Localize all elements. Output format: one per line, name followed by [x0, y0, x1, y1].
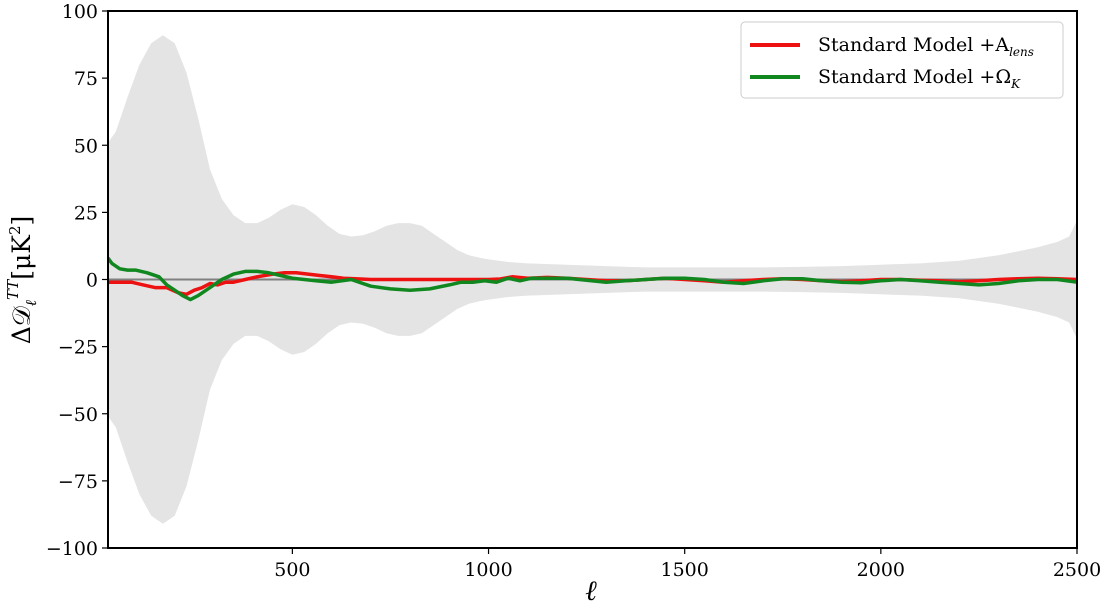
y-label-suffix: [μK [7, 234, 36, 280]
legend-label-1-main: Standard Model +Ω [818, 66, 1011, 88]
x-axis-label: ℓ [585, 574, 597, 607]
series-line-1 [108, 256, 1077, 302]
x-tick-label: 1000 [464, 559, 512, 581]
y-tick-label: −75 [58, 471, 98, 493]
legend-label-1-sub: K [1010, 77, 1021, 91]
y-tick-label: 75 [74, 68, 98, 90]
legend-label-0-sub: lens [1009, 45, 1034, 59]
y-label-sup: TT [4, 279, 22, 300]
y-label-sub: ℓ [22, 300, 40, 306]
y-tick-label: −25 [58, 337, 98, 359]
y-tick-label: 100 [62, 1, 98, 23]
y-tick-label: 50 [74, 135, 98, 157]
x-tick-label: 2500 [1053, 559, 1101, 581]
legend-label-0-main: Standard Model +A [818, 34, 1009, 56]
legend-box [740, 21, 1064, 99]
y-label-prefix: Δ𝒟 [7, 306, 36, 344]
legend: Standard Model +Alens Standard Model +ΩK [740, 21, 1064, 99]
y-label-suffix-end: ] [7, 216, 36, 226]
y-tick-label: 25 [74, 202, 98, 224]
y-axis-label: Δ𝒟ℓTT[μK2] [4, 216, 40, 345]
plot-area [108, 35, 1077, 524]
x-tick-label: 500 [274, 559, 310, 581]
x-tick-label: 1500 [661, 559, 709, 581]
legend-label-0: Standard Model +Alens [818, 34, 1034, 59]
y-tick-label: 0 [86, 270, 98, 292]
axis-ticks: 500 1000 1500 2000 2500 −100 −75 −50 −25 0 25 50 75 1… [46, 1, 1101, 581]
legend-label-1: Standard Model +ΩK [818, 66, 1021, 91]
y-tick-label: −100 [46, 538, 98, 560]
y-label-suffix-sup: 2 [6, 225, 24, 235]
plot-content [108, 35, 1077, 524]
x-tick-label: 2000 [857, 559, 905, 581]
y-tick-label: −50 [58, 404, 98, 426]
